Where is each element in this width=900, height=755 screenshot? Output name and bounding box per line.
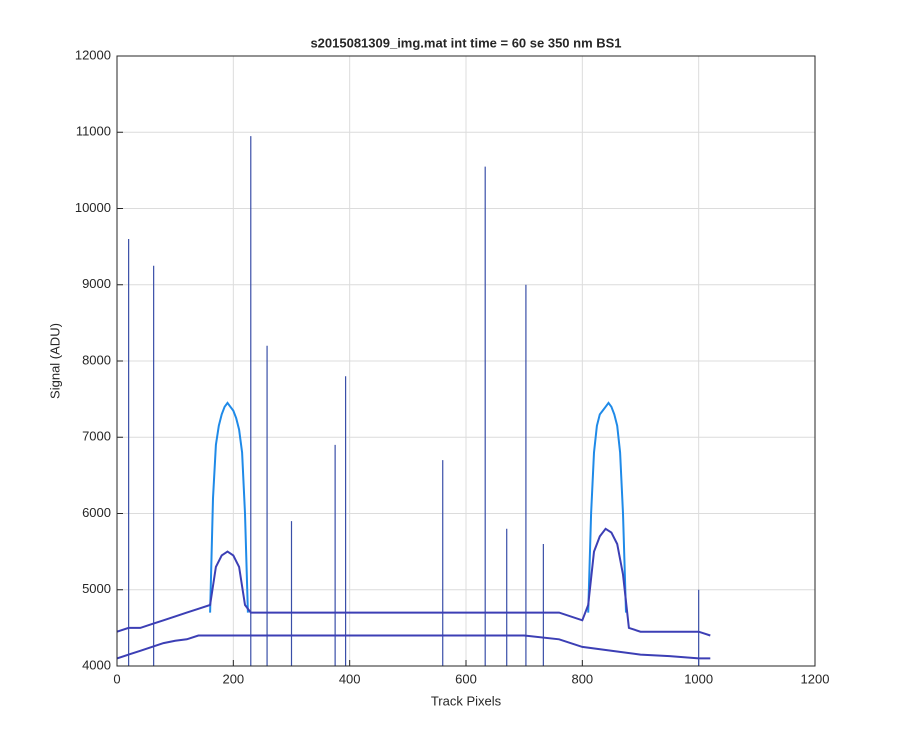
y-tick-label: 12000 [75,47,111,62]
series-line [116,634,711,660]
x-tick-label: 200 [222,671,244,686]
x-tick-label: 1000 [684,671,713,686]
y-axis-label: Signal (ADU) [47,323,62,399]
chart-title: s2015081309_img.mat int time = 60 se 350… [310,35,621,50]
series-line [209,401,249,613]
y-tick-label: 6000 [82,505,111,520]
y-tick-label: 5000 [82,581,111,596]
x-axis-label: Track Pixels [431,693,502,708]
y-tick-label: 10000 [75,200,111,215]
y-tick-label: 4000 [82,657,111,672]
y-tick-label: 11000 [76,124,111,139]
axes-box [116,55,816,667]
x-tick-label: 400 [339,671,361,686]
y-tick-label: 7000 [82,429,111,444]
x-tick-label: 1200 [801,671,830,686]
y-tick-label: 8000 [82,352,111,367]
series-line [587,401,627,613]
x-tick-label: 800 [571,671,593,686]
x-tick-label: 600 [455,671,477,686]
x-tick-label: 0 [113,671,120,686]
y-tick-label: 9000 [82,276,111,291]
series-line [116,527,711,637]
